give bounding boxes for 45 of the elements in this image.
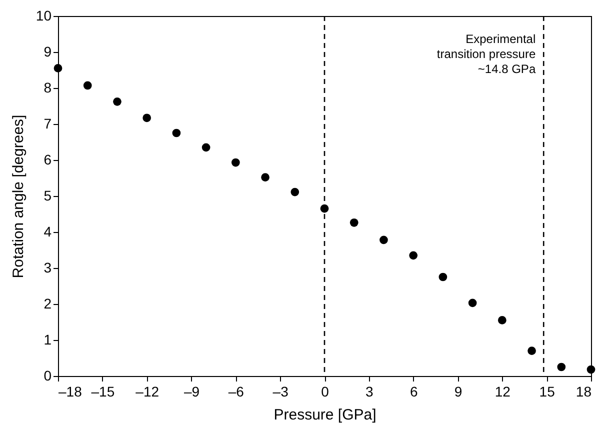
point — [498, 316, 506, 324]
point — [113, 98, 122, 106]
x-tick-label: –3 — [272, 384, 289, 400]
y-tick-label: 0 — [44, 368, 52, 384]
x-tick-label: –18 — [58, 384, 82, 400]
point — [586, 365, 596, 374]
x-tick-label: 18 — [576, 384, 592, 400]
y-tick-label: 3 — [44, 260, 52, 276]
y-tick-label: 4 — [44, 224, 52, 240]
ref-line-label: Experimental transition pressure ~14.8 GPa — [436, 32, 536, 76]
point — [409, 251, 418, 260]
y-tick-label: 7 — [44, 116, 52, 132]
point — [261, 173, 270, 182]
y-tick-label: 6 — [44, 152, 52, 168]
x-tick-label: –12 — [136, 384, 160, 400]
x-tick-label: 9 — [454, 384, 462, 400]
point — [350, 218, 358, 227]
x-tick-label: –9 — [184, 384, 200, 400]
x-tick-label: 15 — [539, 384, 556, 400]
point — [172, 128, 181, 138]
y-tick-label: 9 — [44, 44, 52, 60]
y-tick-label: 8 — [44, 80, 52, 96]
y-tick-label: 2 — [44, 296, 52, 312]
point — [231, 158, 240, 167]
x-tick-label: 6 — [410, 384, 418, 400]
x-axis-title: Pressure [GPa] — [274, 406, 376, 424]
point — [54, 64, 62, 72]
point — [438, 272, 448, 282]
x-tick-label: –6 — [228, 384, 244, 400]
point — [83, 81, 92, 90]
x-tick-label: 3 — [366, 384, 374, 400]
point — [202, 143, 210, 152]
point — [528, 346, 536, 355]
x-tick-label: 0 — [321, 384, 330, 400]
y-tick-label: 1 — [44, 332, 52, 348]
x-tick-label: –15 — [91, 384, 115, 400]
point — [290, 188, 300, 196]
y-tick-label: 5 — [44, 188, 52, 204]
x-tick-label: 12 — [494, 384, 511, 400]
point — [468, 298, 477, 308]
y-axis-title: Rotation angle [degrees] — [10, 114, 27, 278]
y-tick-label: 10 — [36, 8, 52, 24]
point — [557, 362, 566, 372]
point — [380, 236, 388, 244]
point — [142, 114, 152, 122]
